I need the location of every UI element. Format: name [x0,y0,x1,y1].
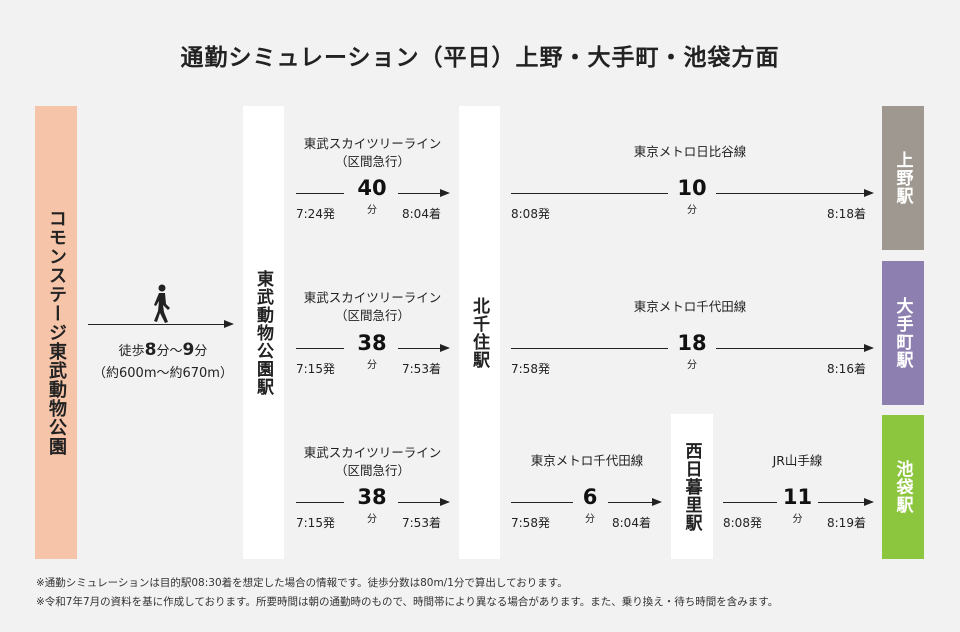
row3-leg1-arrowhead [440,498,450,506]
row3-leg2-arrowhead [652,498,662,506]
row1-leg1-line-left [296,193,344,194]
row2-leg1-arrival: 7:53着 [402,362,441,376]
row1-leg1-arrowhead [440,189,450,197]
row3-leg2-departure: 7:58発 [511,516,550,530]
row3-leg1-minutes-unit: 分 [367,514,377,525]
row1-leg1-departure: 7:24発 [296,207,335,221]
row2-leg2-line-right [716,348,866,349]
row2-leg1-arrowhead [440,344,450,352]
row3-leg2-line-left [511,502,573,503]
row2-leg1-departure: 7:15発 [296,362,335,376]
row3-leg3-departure: 8:08発 [723,516,762,530]
station-nishinippori: 西日暮里駅 [671,414,713,559]
row3-leg3-arrival: 8:19着 [827,516,866,530]
row2-leg2-departure: 7:58発 [511,362,550,376]
row1-leg2-line-left [511,193,668,194]
row3-leg1-departure: 7:15発 [296,516,335,530]
row1-leg1-minutes-unit: 分 [367,205,377,216]
row3-leg1-minutes: 38 [357,485,387,509]
row3-leg2-minutes-unit: 分 [585,514,595,525]
row2-leg1-line-type: （区間急行） [334,308,410,323]
row2-leg1-minutes: 38 [357,331,387,355]
row3-leg1-line-left [296,502,344,503]
walking-person-icon [154,284,170,323]
row3-leg2-line-name: 東京メトロ千代田線 [530,453,644,468]
row2-leg2-line-left [511,348,668,349]
walk-line [88,324,228,325]
row2-leg2-minutes-unit: 分 [687,360,697,371]
row2-leg2-minutes: 18 [677,331,707,355]
page-title: 通勤シミュレーション（平日）上野・大手町・池袋方面 [180,45,780,71]
row2-leg2-arrowhead [864,344,874,352]
walk-distance: （約600m～約670m） [93,366,233,381]
row1-leg1-minutes: 40 [357,176,387,200]
row1-leg1-line-type: （区間急行） [334,154,410,169]
destination-ueno: 上野駅 [882,106,924,250]
row3-leg1-line-type: （区間急行） [334,463,410,478]
row3-leg3-line-left [723,502,777,503]
origin-box: コモンステージ東武動物公園 [35,106,77,559]
row1-leg1-line-name: 東武スカイツリーライン [303,136,442,151]
row3-leg1-arrival: 7:53着 [402,516,441,530]
row2-leg1-minutes-unit: 分 [367,360,377,371]
footnote-2: ※令和7年7月の資料を基に作成しております。所要時間は朝の通勤時のもので、時間帯… [36,596,779,608]
row1-leg2-departure: 8:08発 [511,207,550,221]
row1-leg2-line-right [716,193,866,194]
row1-leg1-arrival: 8:04着 [402,207,441,221]
row3-leg3-line-name: JR山手線 [772,453,823,468]
row3-leg2-arrival: 8:04着 [612,516,651,530]
row1-leg2-arrival: 8:18着 [827,207,866,221]
row2-leg2-line-name: 東京メトロ千代田線 [633,299,747,314]
destination-ikebukuro: 池袋駅 [882,415,924,559]
row2-leg2-arrival: 8:16着 [827,362,866,376]
row2-leg1-line-name: 東武スカイツリーライン [303,290,442,305]
row3-leg3-arrowhead [864,498,874,506]
destination-otemachi: 大手町駅 [882,261,924,405]
walk-arrowhead [224,320,234,328]
row3-leg2-minutes: 6 [582,485,598,509]
walk-duration: 徒歩8分～9分 [118,340,208,360]
row1-leg2-minutes: 10 [677,176,707,200]
row3-leg1-line-right [398,502,442,503]
row3-leg3-minutes: 11 [782,485,813,509]
row1-leg2-minutes-unit: 分 [687,205,697,216]
row1-leg2-arrowhead [864,189,874,197]
row2-leg1-line-left [296,348,344,349]
row1-leg1-line-right [398,193,442,194]
station-kitasenju: 北千住駅 [459,106,500,559]
footnote-1: ※通勤シミュレーションは目的駅08:30着を想定した場合の情報です。徒歩分数は8… [36,577,568,589]
row3-leg3-line-right [818,502,866,503]
row1-leg2-line-name: 東京メトロ日比谷線 [633,144,747,159]
row3-leg3-minutes-unit: 分 [792,514,803,525]
station-tobu-dobutsu-koen: 東武動物公園駅 [243,106,284,559]
row2-leg1-line-right [398,348,442,349]
row3-leg2-line-right [608,502,654,503]
row3-leg1-line-name: 東武スカイツリーライン [303,445,442,460]
